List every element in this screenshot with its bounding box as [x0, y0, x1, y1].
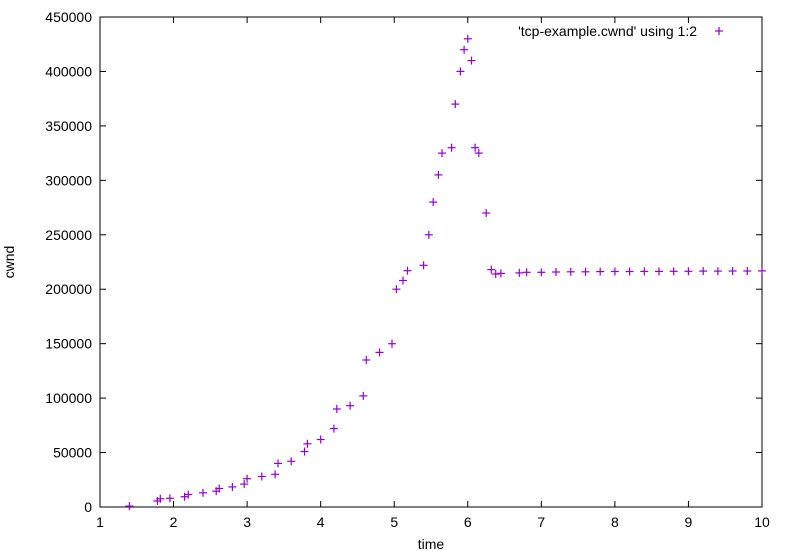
data-point	[537, 268, 546, 277]
data-point	[257, 472, 266, 481]
legend: 'tcp-example.cwnd' using 1:2	[518, 23, 723, 39]
data-point	[403, 266, 412, 275]
data-point	[215, 484, 224, 493]
x-tick-label: 7	[537, 514, 545, 530]
y-tick-label: 150000	[45, 336, 92, 352]
data-point	[243, 474, 252, 483]
data-point	[240, 480, 249, 489]
x-tick-label: 4	[317, 514, 325, 530]
data-point	[346, 401, 355, 410]
y-tick-label: 100000	[45, 390, 92, 406]
data-point	[434, 170, 443, 179]
data-point	[199, 488, 207, 497]
data-point	[184, 490, 193, 499]
data-point	[515, 268, 524, 277]
data-point	[463, 34, 472, 43]
data-point	[456, 67, 465, 76]
y-axis-label: cwnd	[1, 246, 17, 279]
data-point	[429, 198, 438, 207]
x-tick-label: 10	[754, 514, 770, 530]
y-tick-label: 0	[84, 499, 92, 515]
data-point	[438, 149, 446, 158]
data-point	[424, 230, 433, 239]
legend-label: 'tcp-example.cwnd' using 1:2	[518, 23, 697, 39]
data-point	[316, 435, 325, 444]
data-point	[640, 267, 649, 276]
y-tick-label: 400000	[45, 63, 92, 79]
x-tick-label: 2	[170, 514, 178, 530]
x-tick-label: 3	[243, 514, 251, 530]
data-point	[271, 470, 280, 479]
data-point	[471, 143, 480, 152]
data-point	[375, 348, 384, 357]
data-point	[300, 447, 309, 456]
data-point	[487, 265, 496, 274]
y-tick-label: 250000	[45, 227, 92, 243]
data-point	[451, 100, 460, 109]
x-tick-label: 6	[464, 514, 472, 530]
data-point	[713, 267, 722, 276]
data-point	[491, 270, 500, 278]
data-point	[125, 502, 134, 511]
data-point	[655, 267, 663, 276]
data-point	[581, 267, 590, 276]
data-point	[359, 391, 368, 400]
data-point	[388, 339, 396, 348]
data-point	[303, 439, 312, 448]
data-point	[522, 268, 531, 277]
data-point	[552, 268, 560, 276]
data-point	[447, 143, 456, 152]
data-point	[610, 267, 619, 276]
axis-ticks: 1 2 3 4 5 6 7 8 9 10 0 50000 100000 150000 200000 25000…	[45, 9, 770, 530]
data-point	[156, 494, 165, 503]
y-tick-label: 200000	[45, 281, 92, 297]
y-tick-label: 450000	[45, 9, 92, 25]
y-tick-label: 300000	[45, 172, 92, 188]
data-point	[758, 266, 766, 275]
data-point	[329, 424, 338, 433]
x-tick-label: 9	[685, 514, 693, 530]
data-point	[496, 269, 505, 278]
data-point	[228, 482, 237, 491]
y-tick-label: 350000	[45, 118, 92, 134]
data-point	[419, 261, 428, 270]
data-point	[669, 267, 678, 276]
data-point	[482, 209, 491, 217]
x-tick-label: 1	[96, 514, 104, 530]
data-point	[362, 356, 371, 364]
data-point	[474, 149, 483, 158]
data-point	[699, 267, 708, 276]
data-points	[125, 34, 766, 511]
x-tick-label: 8	[611, 514, 619, 530]
data-point	[684, 267, 693, 276]
data-point	[392, 285, 401, 294]
x-axis-label: time	[418, 536, 445, 551]
data-point	[332, 405, 341, 413]
data-point	[460, 45, 469, 54]
data-point	[274, 459, 282, 468]
data-point	[399, 276, 407, 285]
data-point	[165, 494, 174, 503]
data-point	[728, 267, 737, 275]
legend-marker	[715, 27, 723, 35]
y-tick-label: 50000	[53, 445, 92, 461]
data-point	[287, 457, 296, 466]
plot-frame	[99, 16, 763, 508]
data-point	[743, 267, 752, 275]
data-point	[467, 56, 476, 65]
data-point	[625, 267, 634, 276]
x-tick-label: 5	[390, 514, 398, 530]
data-point	[596, 267, 605, 276]
data-point	[566, 267, 575, 276]
